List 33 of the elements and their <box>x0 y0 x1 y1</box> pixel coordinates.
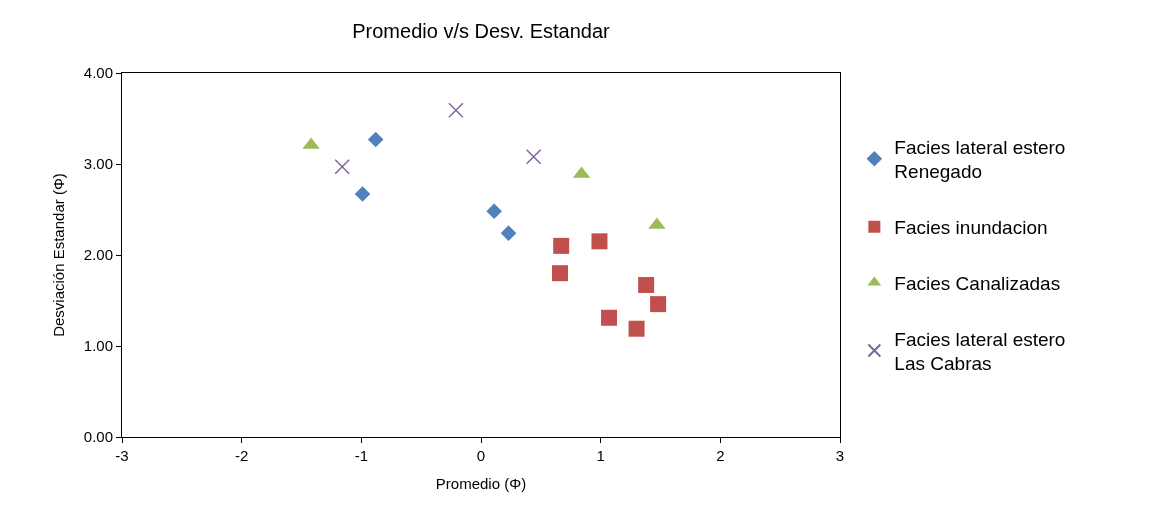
x-tick-label: 3 <box>835 447 845 464</box>
point <box>591 233 608 250</box>
point <box>354 186 371 202</box>
x-tick-label: -2 <box>235 447 249 464</box>
x-tick-label: 0 <box>476 447 486 464</box>
point <box>601 309 618 326</box>
y-tick-label: 1.00 <box>83 337 113 355</box>
legend-label: Facies lateral estero Renegado <box>894 136 1066 183</box>
point <box>448 102 464 119</box>
point <box>650 296 667 313</box>
legend-label: Facies Canalizadas <box>894 272 1061 294</box>
point <box>525 148 542 165</box>
x-tick-label: -1 <box>354 447 368 464</box>
y-tick-label: 2.00 <box>83 246 113 264</box>
x-axis-title: Promedio (Φ) <box>435 475 527 492</box>
x-tick-label: 1 <box>596 447 605 464</box>
legend-label: Facies lateral estero Las Cabras <box>894 328 1066 375</box>
y-tick-label: 0.00 <box>83 428 113 446</box>
point <box>486 203 502 220</box>
point <box>367 131 384 148</box>
y-tick-label: 4.00 <box>83 64 113 82</box>
point <box>638 277 655 294</box>
x-tick-label: -3 <box>115 447 129 464</box>
point <box>553 237 570 254</box>
legend-label: Facies inundacion <box>894 217 1048 239</box>
point <box>500 225 517 241</box>
point <box>551 265 568 282</box>
y-tick-label: 3.00 <box>83 155 113 173</box>
chart-title: Promedio v/s Desv. Estandar <box>352 19 611 42</box>
point <box>334 158 350 175</box>
x-tick-label: 2 <box>716 447 725 464</box>
y-axis-title: Desviación Estandar (Φ) <box>50 173 68 337</box>
point <box>628 320 645 337</box>
